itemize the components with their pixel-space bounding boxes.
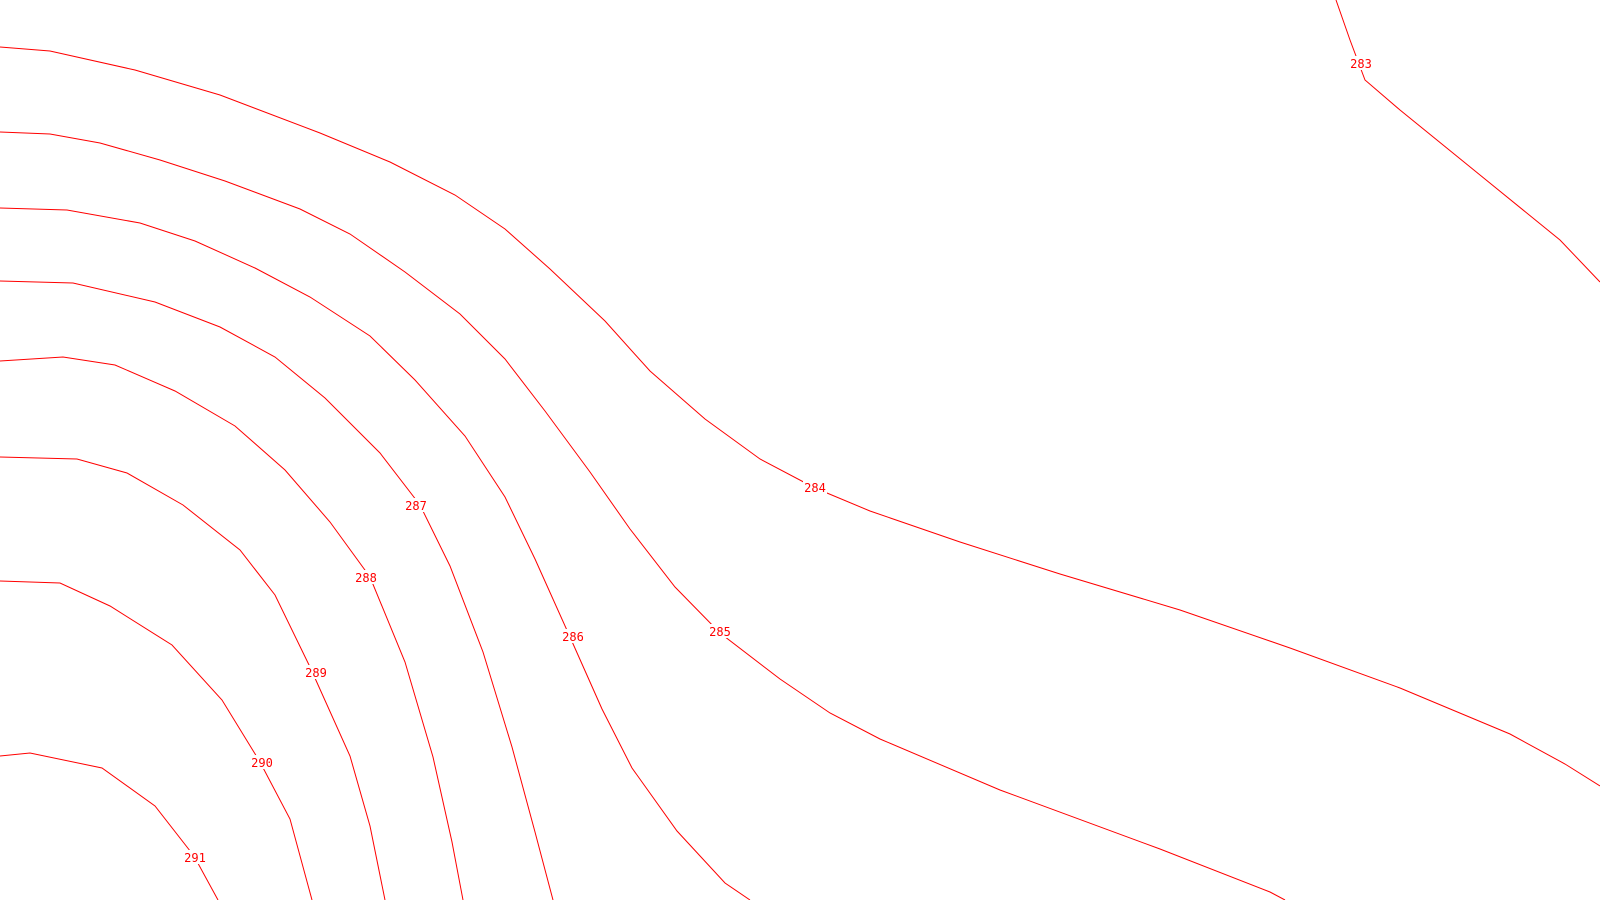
- label-mask-290: [250, 755, 274, 769]
- contour-line-283: [1335, 0, 1600, 283]
- contour-label-284: 284: [804, 481, 826, 495]
- contour-label-290: 290: [251, 756, 273, 770]
- contour-line-291: [0, 752, 219, 901]
- contour-label-283: 283: [1350, 57, 1372, 71]
- label-mask-286: [561, 629, 585, 643]
- contour-labels: 283 284 285 286 287 288 289 290 291: [183, 56, 1373, 865]
- contour-label-285: 285: [709, 625, 731, 639]
- contour-line-288: [0, 356, 464, 901]
- label-mask-285: [708, 624, 732, 638]
- contour-label-291: 291: [184, 851, 206, 865]
- contour-line-287: [0, 280, 554, 901]
- label-mask-283: [1349, 56, 1373, 70]
- label-mask-291: [183, 850, 207, 864]
- contour-line-289: [0, 456, 386, 901]
- contour-label-286: 286: [562, 630, 584, 644]
- label-mask-284: [803, 480, 827, 494]
- label-mask-287: [404, 498, 428, 512]
- label-mask-288: [354, 570, 378, 584]
- contour-line-284: [0, 46, 1600, 787]
- contour-label-289: 289: [305, 666, 327, 680]
- label-mask-289: [304, 665, 328, 679]
- contour-label-287: 287: [405, 499, 427, 513]
- contour-line-285: [0, 131, 1286, 901]
- contour-line-290: [0, 580, 313, 901]
- contour-line-286: [0, 207, 751, 901]
- contour-label-288: 288: [355, 571, 377, 585]
